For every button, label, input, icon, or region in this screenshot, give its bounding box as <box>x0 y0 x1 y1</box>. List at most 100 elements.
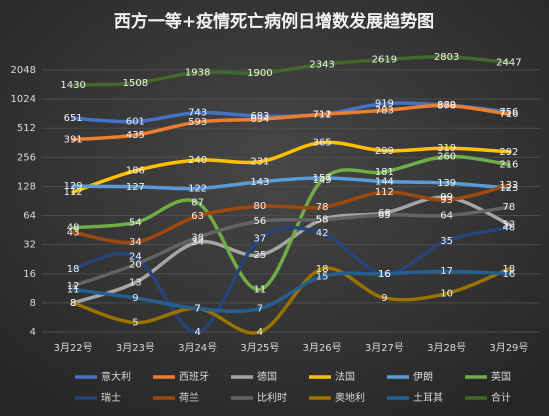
data-label: 5 <box>132 318 138 329</box>
legend-label: 英国 <box>491 370 511 383</box>
legend-label: 荷兰 <box>179 391 199 404</box>
series-line <box>71 154 511 292</box>
data-label: 16 <box>378 269 391 280</box>
data-label: 122 <box>188 183 207 194</box>
data-label: 216 <box>499 159 518 170</box>
data-label: 48 <box>503 223 516 234</box>
data-label: 56 <box>254 216 267 227</box>
legend-label: 德国 <box>257 370 277 383</box>
data-label: 186 <box>126 166 145 177</box>
data-label: 651 <box>64 113 83 124</box>
y-tick-label: 32 <box>23 240 36 251</box>
data-label: 2803 <box>434 52 459 63</box>
x-tick-label: 3月28号 <box>427 342 466 354</box>
legend-label: 土耳其 <box>413 391 443 404</box>
data-label: 157 <box>313 173 332 184</box>
data-label: 365 <box>313 137 332 148</box>
data-label: 64 <box>440 211 453 222</box>
data-label: 144 <box>375 176 394 187</box>
data-label: 143 <box>250 177 269 188</box>
data-label: 1900 <box>247 68 272 79</box>
legend-label: 法国 <box>335 370 355 383</box>
data-label: 68 <box>378 208 391 219</box>
data-label: 34 <box>129 237 142 248</box>
data-label: 712 <box>313 109 332 120</box>
y-tick-label: 2048 <box>11 65 36 76</box>
data-label: 9 <box>381 293 387 304</box>
data-label: 42 <box>316 228 329 239</box>
data-label: 24 <box>129 252 142 263</box>
data-label: 878 <box>437 101 456 112</box>
data-label: 80 <box>254 201 267 212</box>
data-label: 231 <box>250 157 269 168</box>
data-label: 10 <box>440 289 453 300</box>
data-label: 15 <box>316 271 329 282</box>
data-label: 634 <box>250 114 269 125</box>
data-label: 34 <box>191 237 204 248</box>
data-label: 37 <box>254 234 267 245</box>
data-label: 52 <box>503 219 516 230</box>
data-label: 65 <box>378 210 391 221</box>
x-tick-label: 3月29号 <box>489 342 528 354</box>
data-label: 93 <box>440 195 453 206</box>
y-tick-label: 4 <box>30 327 36 338</box>
legend-label: 瑞士 <box>101 391 121 404</box>
y-tick-label: 128 <box>17 181 36 192</box>
series-line <box>71 55 511 87</box>
x-tick-label: 3月24号 <box>178 342 217 354</box>
data-label: 4 <box>194 327 200 338</box>
data-label: 240 <box>188 155 207 166</box>
data-label: 7 <box>194 303 200 314</box>
data-label: 43 <box>67 227 80 238</box>
series-line <box>71 266 511 335</box>
data-label: 20 <box>129 259 142 270</box>
series-line <box>71 103 511 142</box>
data-label: 593 <box>188 117 207 128</box>
data-label: 16 <box>503 269 516 280</box>
data-label: 181 <box>375 167 394 178</box>
data-label: 35 <box>440 236 453 247</box>
data-label: 127 <box>126 182 145 193</box>
y-tick-label: 256 <box>17 152 36 163</box>
data-label: 54 <box>129 218 142 229</box>
data-label: 1508 <box>123 78 148 89</box>
y-tick-label: 8 <box>30 298 36 309</box>
y-tick-label: 512 <box>17 123 36 134</box>
x-tick-label: 3月25号 <box>240 342 279 354</box>
data-label: 711 <box>313 109 332 120</box>
data-label: 743 <box>188 108 207 119</box>
data-label: 87 <box>191 198 204 209</box>
data-label: 2447 <box>496 58 521 69</box>
data-label: 7 <box>257 303 263 314</box>
data-label: 99 <box>440 192 453 203</box>
x-tick-label: 3月23号 <box>116 342 155 354</box>
data-label: 2619 <box>372 55 397 66</box>
series-line <box>71 140 511 194</box>
data-label: 919 <box>375 99 394 110</box>
data-label: 78 <box>503 202 516 213</box>
data-label: 38 <box>191 232 204 243</box>
data-label: 58 <box>316 215 329 226</box>
data-label: 889 <box>437 100 456 111</box>
data-label: 435 <box>126 130 145 141</box>
data-label: 17 <box>440 266 453 277</box>
data-label: 9 <box>132 293 138 304</box>
data-label: 1938 <box>185 67 210 78</box>
data-label: 2343 <box>309 59 334 70</box>
data-label: 11 <box>254 285 267 296</box>
data-label: 260 <box>437 152 456 163</box>
data-label: 783 <box>375 105 394 116</box>
data-label: 13 <box>129 277 142 288</box>
data-label: 7 <box>194 303 200 314</box>
data-label: 139 <box>437 178 456 189</box>
data-label: 292 <box>499 147 518 158</box>
data-label: 601 <box>126 116 145 127</box>
data-label: 391 <box>64 135 83 146</box>
data-label: 756 <box>499 107 518 118</box>
data-label: 11 <box>67 285 80 296</box>
legend-label: 奥地利 <box>335 391 365 404</box>
data-label: 4 <box>257 327 263 338</box>
data-label: 18 <box>503 264 516 275</box>
